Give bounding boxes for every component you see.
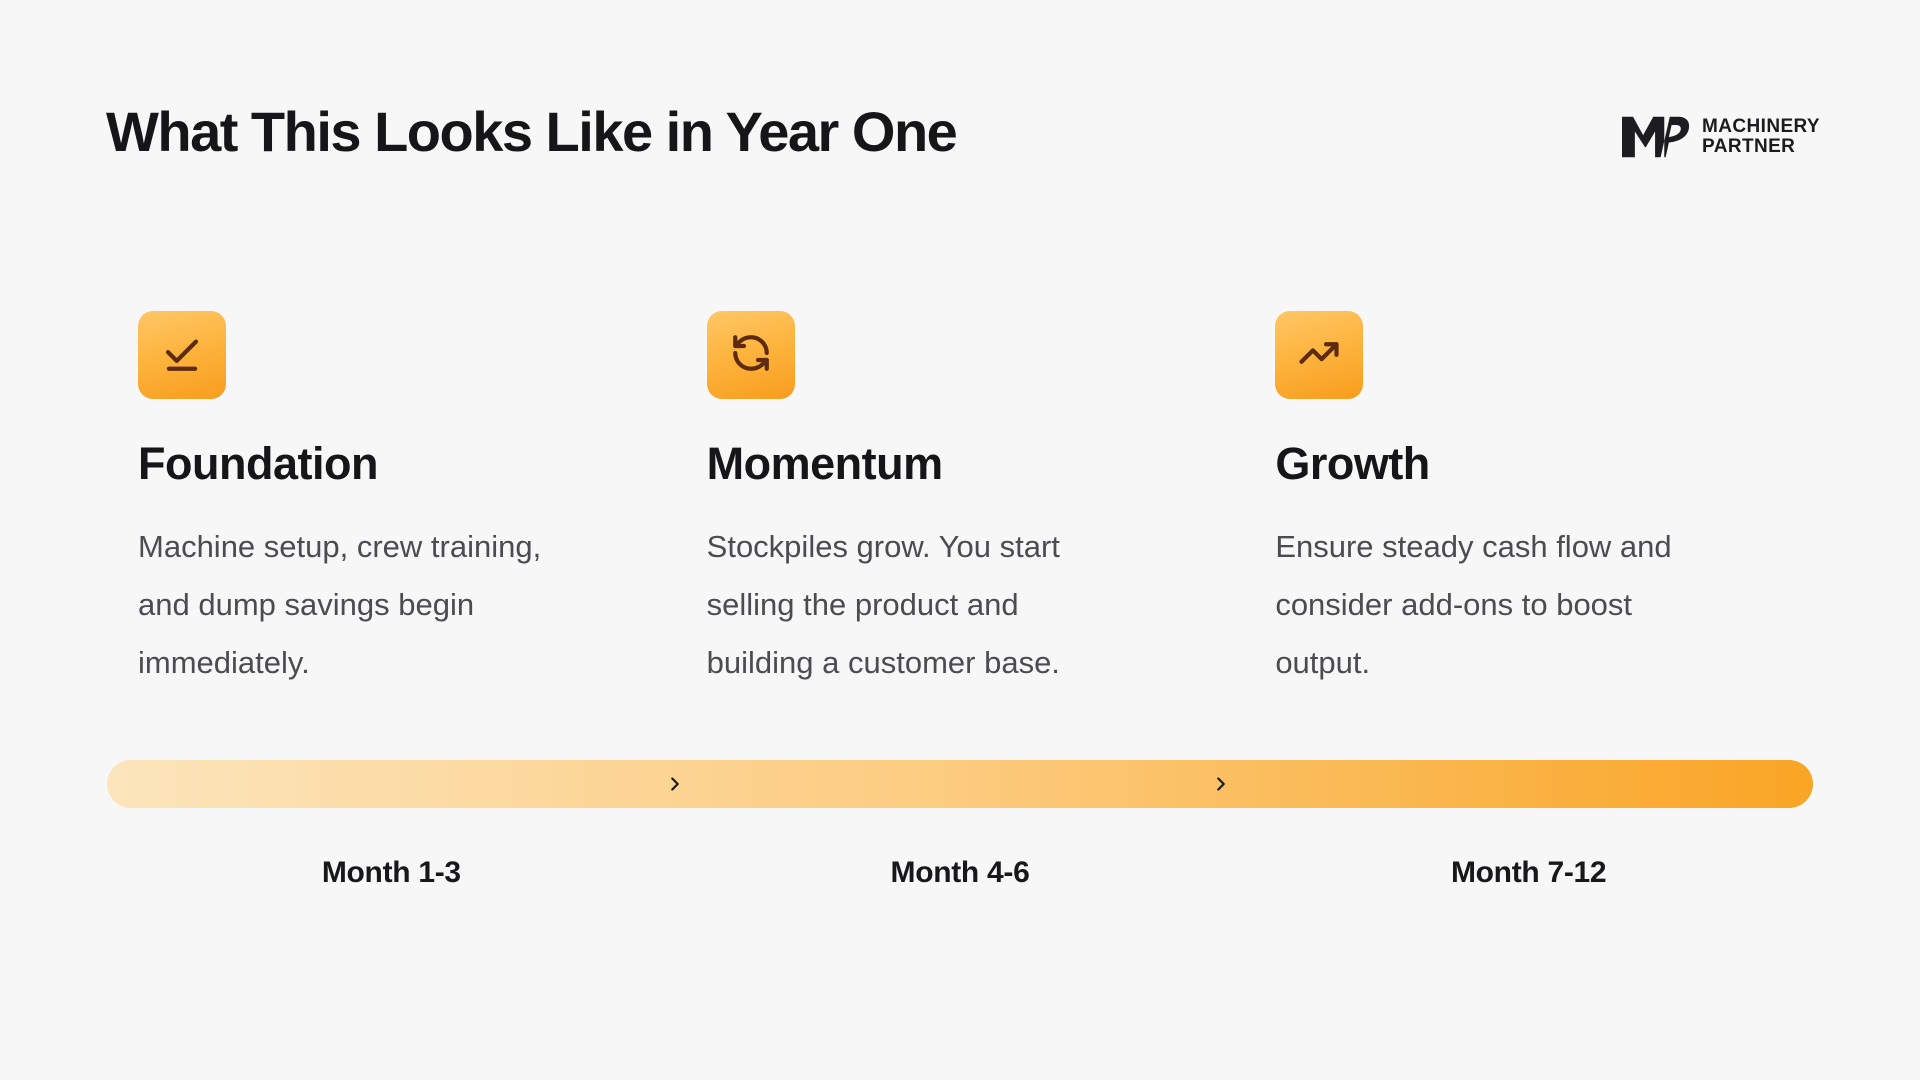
phase-description: Machine setup, crew training, and dump s… [138, 529, 542, 680]
phase-foundation: Foundation Machine setup, crew training,… [107, 311, 676, 692]
month-label-1: Month 1-3 [321, 856, 461, 889]
month-label-3: Month 7-12 [1450, 856, 1607, 889]
timeline-month-labels: Month 1-3 Month 4-6 Month 7-12 [107, 856, 1813, 890]
foundation-icon-tile [138, 311, 226, 399]
machinery-partner-logo: MACHINERY PARTNER [1622, 116, 1820, 158]
phase-title: Foundation [138, 438, 378, 489]
chevron-right-icon [1210, 773, 1232, 795]
chevron-right-icon [664, 773, 686, 795]
page-title: What This Looks Like in Year One [106, 100, 958, 163]
phase-description: Stockpiles grow. You start selling the p… [706, 529, 1060, 680]
momentum-icon-tile [706, 311, 795, 399]
phase-growth: Growth Ensure steady cash flow and consi… [1244, 311, 1813, 692]
growth-icon-tile [1275, 311, 1364, 399]
phases-row: Foundation Machine setup, crew training,… [107, 311, 1813, 692]
timeline-bar [107, 760, 1813, 808]
phase-title: Momentum [706, 438, 943, 489]
logo-wordmark-line2: PARTNER [1702, 136, 1796, 157]
phase-momentum: Momentum Stockpiles grow. You start sell… [676, 311, 1245, 692]
phase-title: Growth [1275, 438, 1430, 489]
trending-up-icon [1298, 332, 1340, 379]
mp-monogram-icon [1622, 116, 1690, 158]
phase-description: Ensure steady cash flow and consider add… [1275, 529, 1672, 680]
month-label-2: Month 4-6 [890, 856, 1030, 889]
check-underline-icon [161, 332, 203, 379]
logo-wordmark: MACHINERY PARTNER [1702, 117, 1820, 157]
logo-wordmark-line1: MACHINERY [1702, 116, 1820, 137]
refresh-cycle-icon [730, 332, 772, 379]
